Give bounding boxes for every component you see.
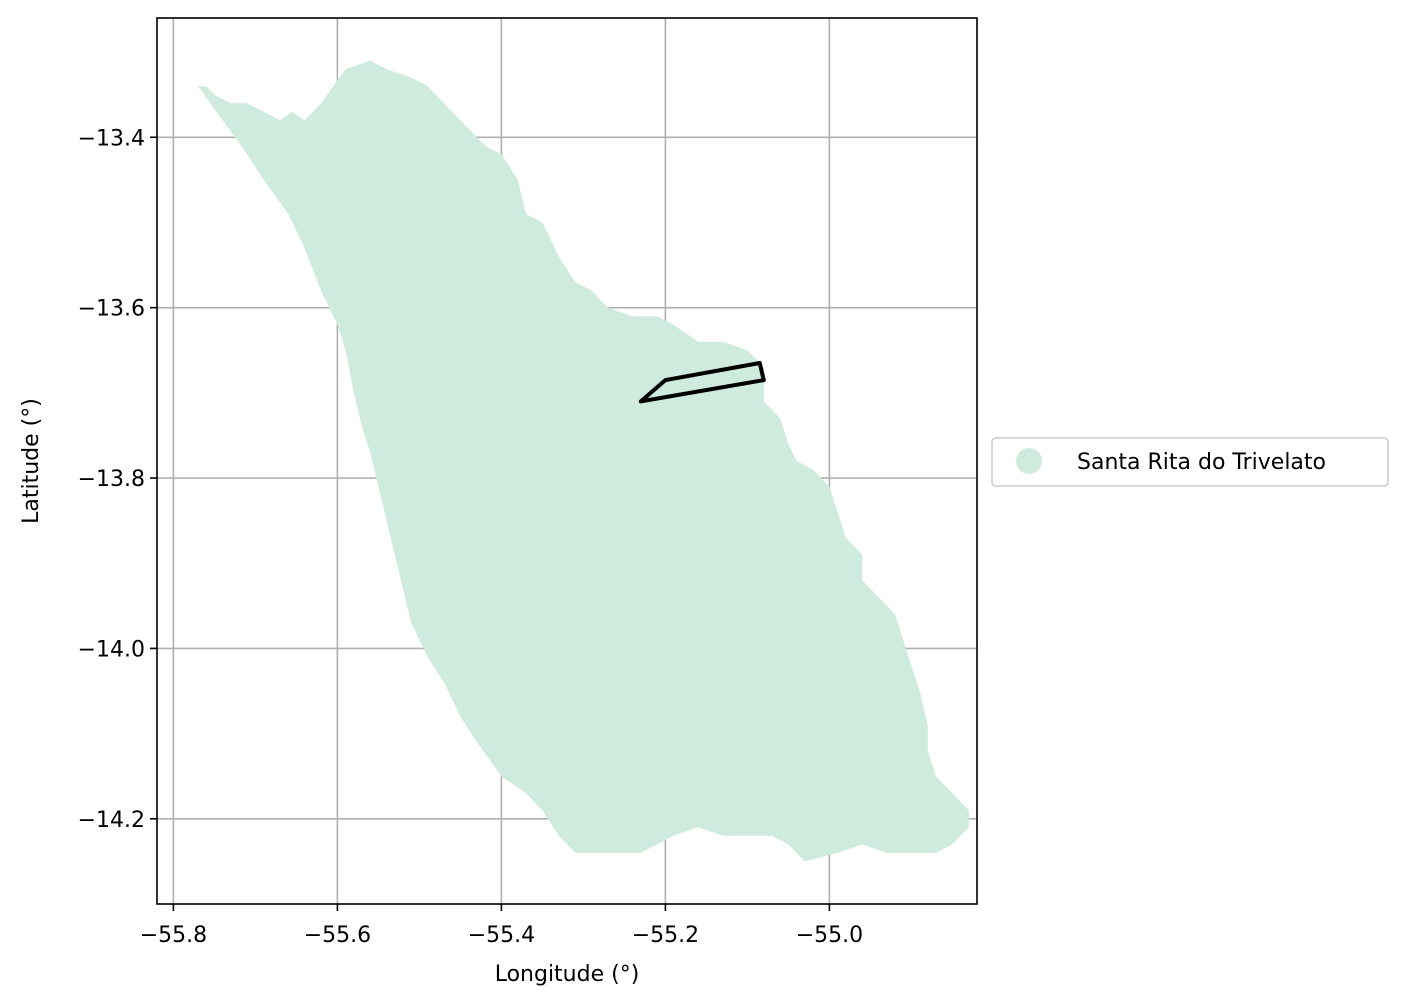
y-tick-label: −14.0 (78, 637, 145, 662)
y-tick-label: −13.8 (78, 467, 145, 492)
region-layer (198, 60, 969, 862)
y-tick-label: −14.2 (78, 808, 145, 833)
region-shape (198, 60, 969, 862)
legend-label: Santa Rita do Trivelato (1077, 450, 1326, 475)
y-axis-label: Latitude (°) (19, 398, 44, 524)
x-axis-label: Longitude (°) (495, 962, 640, 987)
axes-frame (156, 17, 978, 905)
x-tick-label: −55.4 (468, 923, 535, 948)
y-tick-label: −13.4 (78, 126, 145, 151)
x-axis-ticks: −55.8 −55.6 −55.4 −55.2 −55.0 (140, 904, 863, 948)
polygon-layer (638, 361, 766, 404)
parcel-polygon (638, 361, 766, 404)
y-axis-ticks: −13.4 −13.6 −13.8 −14.0 −14.2 (78, 126, 157, 833)
y-tick-label: −13.6 (78, 297, 145, 322)
legend: Santa Rita do Trivelato (991, 437, 1389, 487)
legend-box (991, 437, 1389, 487)
x-tick-label: −55.8 (140, 923, 207, 948)
x-tick-label: −55.0 (796, 923, 863, 948)
x-tick-label: −55.6 (304, 923, 371, 948)
legend-marker (1016, 448, 1042, 474)
x-tick-label: −55.2 (632, 923, 699, 948)
